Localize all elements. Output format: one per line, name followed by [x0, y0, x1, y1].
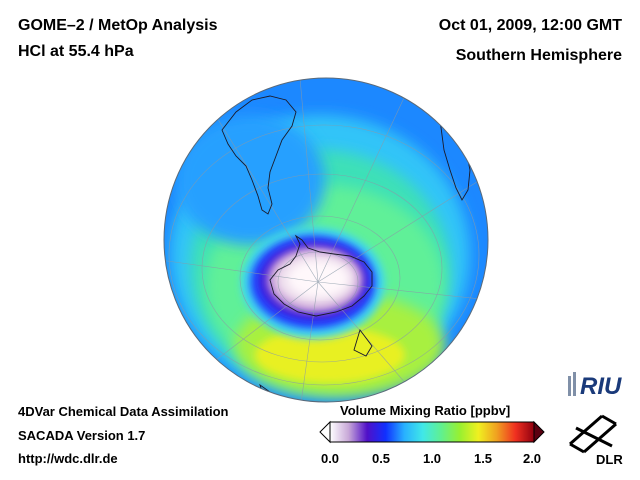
colorbar-tick: 1.0: [422, 451, 442, 466]
colorbar-tick: 1.5: [473, 451, 493, 466]
region-label: Southern Hemisphere: [455, 47, 622, 64]
title-line-2: HCl at 55.4 hPa: [18, 43, 134, 60]
graticule: [164, 78, 488, 402]
dlr-logo: DLR: [569, 414, 623, 467]
colorbar-over-arrow: [533, 420, 545, 444]
footer-url: http://wdc.dlr.de: [18, 451, 118, 466]
colorbar-tick: 0.5: [371, 451, 391, 466]
riu-logo: RIU: [568, 372, 622, 400]
date-label: Oct 01, 2009, 12:00 GMT: [438, 17, 622, 34]
colorbar-tick: 0.0: [320, 451, 340, 466]
colorbar-title: Volume Mixing Ratio [ppbv]: [340, 403, 511, 418]
globe-outline: [163, 77, 489, 403]
colorbar: [319, 420, 545, 444]
svg-text:RIU: RIU: [580, 373, 622, 400]
colorbar-under-arrow: [319, 420, 331, 444]
australia-outline: [353, 329, 373, 357]
colorbar-tick: 2.0: [522, 451, 542, 466]
footer-line-2: SACADA Version 1.7: [18, 428, 146, 443]
south-america-outline: [221, 95, 297, 215]
globe-field: [164, 78, 488, 402]
footer-line-1: 4DVar Chemical Data Assimilation: [18, 404, 229, 419]
svg-text:DLR: DLR: [596, 452, 623, 467]
antarctica-outline: [269, 234, 373, 317]
colorbar-scale: [329, 421, 535, 443]
title-line-1: GOME–2 / MetOp Analysis: [18, 17, 218, 34]
